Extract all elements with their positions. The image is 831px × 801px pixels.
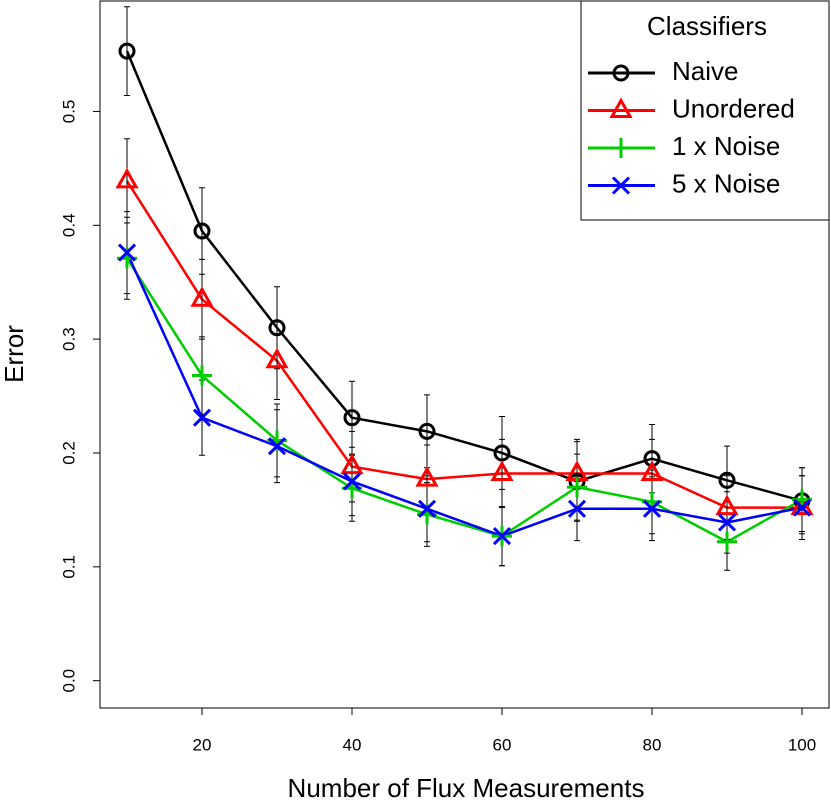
x-tick-label: 20 [193, 735, 212, 754]
marker [493, 444, 511, 462]
marker-shape [190, 286, 214, 307]
marker [342, 472, 362, 491]
series-line [125, 252, 803, 538]
error-bar [124, 6, 130, 96]
y-tick-label: 0.4 [59, 213, 78, 237]
legend-label: Naive [672, 56, 738, 86]
marker-shape [611, 138, 631, 158]
marker [190, 286, 214, 307]
marker-shape [718, 471, 736, 489]
marker-shape [790, 494, 814, 516]
y-tick-label: 0.0 [59, 669, 78, 693]
marker-shape [340, 453, 364, 475]
marker [343, 409, 361, 427]
marker [715, 494, 739, 516]
marker-shape [492, 527, 512, 546]
marker-shape [342, 472, 362, 491]
marker [193, 222, 211, 240]
marker-shape [612, 64, 630, 82]
marker-shape [117, 243, 137, 262]
marker [490, 460, 514, 481]
y-tick-label: 0.1 [59, 555, 78, 579]
marker [115, 167, 139, 189]
marker-shape [609, 97, 633, 118]
legend-marker [612, 64, 630, 82]
marker-shape [193, 222, 211, 240]
marker-shape [415, 466, 439, 487]
marker-shape [265, 347, 289, 369]
marker [118, 42, 136, 60]
marker [265, 347, 289, 369]
error-bar [199, 258, 205, 340]
marker [642, 499, 662, 518]
legend-marker [609, 97, 633, 118]
marker [717, 531, 737, 552]
legend-marker [611, 138, 631, 158]
marker [267, 437, 287, 456]
marker [492, 527, 512, 546]
marker-shape [640, 460, 664, 481]
marker-shape [192, 408, 212, 427]
marker [718, 471, 736, 489]
marker [192, 365, 212, 386]
marker-shape [343, 409, 361, 427]
marker-shape [118, 42, 136, 60]
marker [192, 408, 212, 427]
legend-marker [611, 176, 631, 195]
marker [717, 513, 737, 532]
y-tick-label: 0.3 [59, 327, 78, 351]
marker-shape [715, 494, 739, 516]
marker-shape [717, 531, 737, 552]
marker-shape [493, 444, 511, 462]
marker-shape [115, 167, 139, 189]
series-line [125, 180, 802, 509]
marker [640, 460, 664, 481]
legend-label: Unordered [672, 93, 795, 123]
legend-label: 1 x Noise [672, 131, 780, 161]
marker-shape [417, 499, 437, 518]
marker-shape [267, 437, 287, 456]
marker [418, 422, 436, 440]
marker [415, 466, 439, 487]
marker [340, 453, 364, 475]
marker-shape [567, 499, 587, 518]
x-tick-label: 60 [493, 735, 512, 754]
y-tick-label: 0.5 [59, 100, 78, 124]
x-tick-label: 40 [343, 735, 362, 754]
marker [567, 477, 587, 498]
marker [567, 499, 587, 518]
error-bar [124, 138, 130, 224]
marker [790, 494, 814, 516]
marker-shape [567, 477, 587, 498]
x-tick-label: 100 [788, 735, 816, 754]
legend-label: 5 x Noise [672, 168, 780, 198]
marker-shape [792, 498, 812, 517]
marker [117, 243, 137, 262]
marker-shape [490, 460, 514, 481]
legend-title: Classifiers [647, 11, 767, 41]
marker [417, 499, 437, 518]
marker [792, 498, 812, 517]
marker-shape [611, 176, 631, 195]
marker-shape [642, 499, 662, 518]
y-axis-title: Error [0, 325, 29, 383]
x-tick-label: 80 [643, 735, 662, 754]
x-axis-title: Number of Flux Measurements [288, 773, 645, 801]
marker-shape [717, 513, 737, 532]
y-tick-label: 0.2 [59, 441, 78, 465]
marker-shape [418, 422, 436, 440]
series-line [125, 50, 803, 503]
marker-shape [192, 365, 212, 386]
marker [268, 319, 286, 337]
series-line [125, 257, 803, 544]
marker-shape [268, 319, 286, 337]
plot-frame [99, 0, 830, 709]
